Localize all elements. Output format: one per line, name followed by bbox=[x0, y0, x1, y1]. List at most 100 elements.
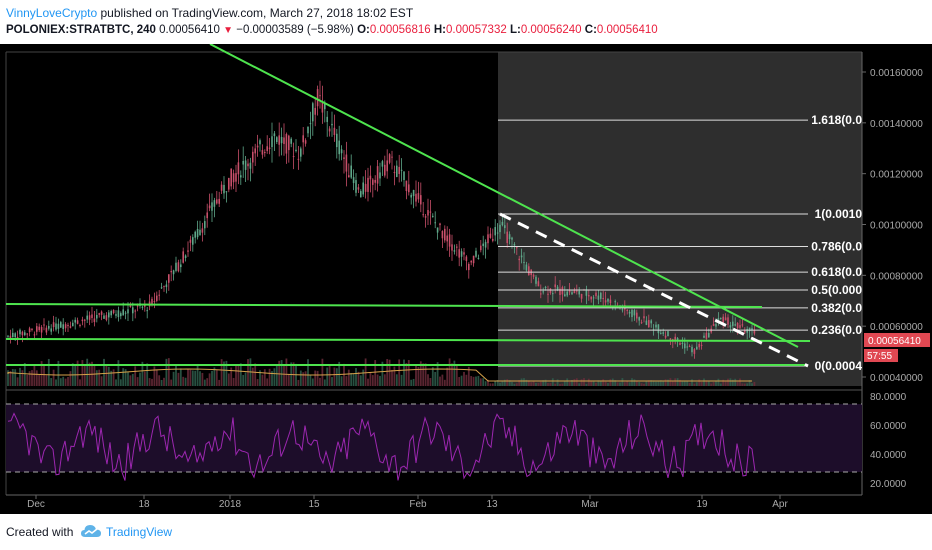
volume-bar bbox=[607, 383, 609, 386]
candle-body bbox=[412, 189, 415, 197]
candle-body bbox=[132, 307, 134, 314]
candle-body bbox=[566, 291, 568, 296]
candle-body bbox=[180, 264, 182, 268]
volume-bar bbox=[439, 376, 441, 386]
price-chart-svg[interactable]: 1.618(0.0 1(0.0010 0.786(0.0 0.618(0.0 0.5(0… bbox=[0, 44, 932, 514]
volume-bar bbox=[141, 361, 144, 386]
volume-bar bbox=[683, 380, 686, 386]
volume-bar bbox=[225, 360, 228, 386]
volume-bar bbox=[199, 371, 201, 386]
volume-bar bbox=[511, 381, 513, 386]
volume-bar bbox=[417, 366, 420, 386]
rsi-tick-label: 40.0000 bbox=[870, 450, 907, 461]
volume-bar bbox=[523, 378, 525, 386]
author-link[interactable]: VinnyLoveCrypto bbox=[6, 6, 98, 20]
volume-bar bbox=[302, 372, 305, 386]
candle-body bbox=[542, 291, 544, 293]
candle-body bbox=[444, 228, 446, 241]
volume-bar bbox=[367, 378, 369, 386]
volume-bar bbox=[165, 358, 168, 386]
candle-body bbox=[384, 164, 386, 176]
descending-trendline bbox=[209, 44, 799, 348]
chart-area[interactable]: 1.618(0.0 1(0.0010 0.786(0.0 0.618(0.0 0.5(0… bbox=[0, 44, 932, 514]
volume-bar bbox=[203, 379, 206, 386]
volume-bar bbox=[122, 368, 125, 386]
candle-body bbox=[655, 324, 657, 328]
fib-level-label: 0.786(0.0 bbox=[811, 240, 862, 254]
volume-bar bbox=[751, 383, 753, 386]
volume-bar bbox=[283, 364, 285, 386]
candle-body bbox=[38, 326, 40, 331]
tradingview-cloud-icon[interactable] bbox=[80, 523, 102, 539]
volume-bar bbox=[83, 365, 86, 386]
volume-bar bbox=[347, 369, 350, 386]
candle-body bbox=[244, 160, 247, 170]
volume-bar bbox=[328, 365, 331, 386]
volume-bar bbox=[578, 383, 581, 386]
candle-body bbox=[475, 250, 477, 257]
volume-bar bbox=[40, 361, 43, 386]
volume-bar bbox=[479, 378, 482, 386]
candle-body bbox=[660, 332, 662, 334]
fib-level-label: 1(0.0010 bbox=[815, 207, 863, 221]
tradingview-brand-link[interactable]: TradingView bbox=[106, 525, 173, 539]
volume-bar bbox=[722, 379, 725, 386]
volume-bar bbox=[664, 379, 667, 386]
candle-body bbox=[561, 287, 564, 295]
volume-bar bbox=[31, 370, 33, 386]
candle-body bbox=[362, 182, 364, 195]
volume-bar bbox=[669, 378, 672, 386]
volume-bar bbox=[201, 372, 204, 386]
fib-level-label: 0.5(0.000 bbox=[811, 283, 862, 297]
volume-bar bbox=[736, 381, 739, 386]
volume-bar bbox=[477, 375, 480, 386]
volume-bar bbox=[355, 368, 357, 386]
candle-body bbox=[386, 160, 388, 172]
volume-bar bbox=[583, 378, 585, 386]
close-label: C: bbox=[584, 24, 597, 36]
volume-bar bbox=[691, 379, 693, 386]
candle-body bbox=[345, 154, 348, 172]
candle-body bbox=[595, 292, 597, 297]
candle-body bbox=[204, 221, 206, 229]
volume-bar bbox=[652, 380, 655, 386]
volume-bar bbox=[743, 383, 746, 386]
volume-bar bbox=[484, 381, 487, 386]
volume-bar bbox=[671, 381, 674, 386]
candle-body bbox=[115, 314, 117, 316]
candle-body bbox=[571, 292, 573, 295]
candle-body bbox=[400, 169, 403, 171]
volume-bar bbox=[547, 383, 549, 386]
candle-body bbox=[228, 178, 230, 190]
candle-body bbox=[518, 258, 520, 261]
volume-bar bbox=[585, 383, 588, 386]
volume-bar bbox=[580, 379, 583, 386]
symbol-label[interactable]: POLONIEX:STRATBTC, 240 bbox=[6, 24, 156, 36]
candle-body bbox=[338, 140, 340, 155]
volume-bar bbox=[50, 378, 53, 386]
volume-bar bbox=[268, 368, 271, 386]
candle-body bbox=[736, 322, 739, 329]
candle-body bbox=[134, 310, 136, 312]
volume-bar bbox=[172, 371, 175, 386]
volume-bar bbox=[659, 380, 662, 386]
candle-body bbox=[372, 179, 374, 185]
candle-body bbox=[242, 160, 244, 165]
current-price-label: 0.00056410 bbox=[868, 336, 921, 347]
volume-bar bbox=[273, 368, 276, 386]
volume-bar bbox=[227, 373, 230, 386]
candle-body bbox=[628, 311, 631, 314]
candle-body bbox=[172, 270, 175, 275]
candle-body bbox=[232, 173, 235, 183]
candle-body bbox=[57, 323, 60, 329]
candle-body bbox=[84, 319, 86, 321]
candle-body bbox=[295, 149, 297, 152]
volume-bar bbox=[131, 373, 134, 386]
volume-bar bbox=[727, 378, 729, 386]
candle-body bbox=[424, 216, 427, 218]
volume-bar bbox=[45, 375, 48, 386]
candle-body bbox=[201, 228, 204, 233]
volume-bar bbox=[628, 382, 631, 386]
candle-body bbox=[206, 212, 208, 219]
candle-body bbox=[381, 161, 384, 167]
